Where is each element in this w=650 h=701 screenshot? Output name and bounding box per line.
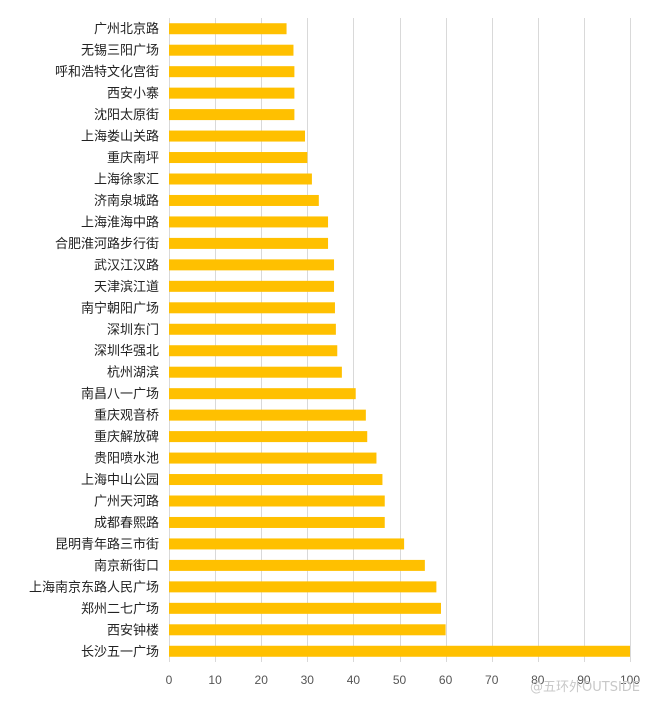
x-tick-label: 40 xyxy=(347,673,361,687)
bars xyxy=(169,23,630,657)
bar xyxy=(169,388,356,400)
bar xyxy=(169,302,335,314)
bar xyxy=(169,624,446,636)
category-label: 济南泉城路 xyxy=(94,193,159,209)
bar xyxy=(169,194,319,206)
category-label: 上海南京东路人民广场 xyxy=(29,579,159,595)
x-tick-label: 20 xyxy=(255,673,269,687)
category-label: 郑州二七广场 xyxy=(81,602,159,617)
bar xyxy=(169,173,312,185)
x-tick-labels: 0 10 20 30 40 50 60 70 80 90 100 xyxy=(166,673,641,687)
bar xyxy=(169,602,441,614)
bar xyxy=(169,87,295,99)
category-label: 深圳东门 xyxy=(107,323,159,338)
category-label: 合肥淮河路步行街 xyxy=(55,236,159,252)
category-label: 成都春熙路 xyxy=(94,515,159,531)
category-label: 长沙五一广场 xyxy=(81,645,159,660)
bar xyxy=(169,559,425,571)
gridlines xyxy=(169,18,631,662)
category-label: 重庆解放碑 xyxy=(94,429,159,445)
category-label: 广州天河路 xyxy=(94,494,159,510)
x-tick-label: 90 xyxy=(577,673,591,687)
bar xyxy=(169,645,630,657)
bar xyxy=(169,323,336,335)
category-label: 重庆南坪 xyxy=(107,150,159,166)
bar xyxy=(169,538,405,550)
x-tick-label: 10 xyxy=(208,673,222,687)
bar xyxy=(169,581,437,593)
bar xyxy=(169,280,335,292)
bar xyxy=(169,452,377,464)
category-label: 杭州湖滨 xyxy=(107,365,159,381)
category-label: 南昌八一广场 xyxy=(81,386,159,402)
bar xyxy=(169,44,294,56)
bar xyxy=(169,495,385,507)
bar xyxy=(169,259,335,271)
category-label: 无锡三阳广场 xyxy=(81,44,159,59)
category-label: 贵阳喷水池 xyxy=(94,452,159,467)
category-label: 上海徐家汇 xyxy=(94,172,159,188)
watermark: @五环外OUTSIDE xyxy=(530,680,640,695)
category-label: 南宁朝阳广场 xyxy=(81,300,159,316)
category-label: 呼和浩特文化宫街 xyxy=(55,65,159,80)
x-tick-label: 80 xyxy=(531,673,545,687)
category-label: 重庆观音桥 xyxy=(94,408,159,424)
category-label: 深圳华强北 xyxy=(94,344,159,359)
category-label: 上海淮海中路 xyxy=(81,214,159,230)
category-label: 上海娄山关路 xyxy=(81,129,159,145)
bar xyxy=(169,216,329,228)
bar xyxy=(169,152,308,164)
bar xyxy=(169,23,287,35)
bar xyxy=(169,237,329,249)
x-tick-label: 30 xyxy=(301,673,315,687)
x-tick-label: 70 xyxy=(485,673,499,687)
category-label: 南京新街口 xyxy=(94,558,159,574)
x-tick-label: 100 xyxy=(620,673,640,687)
category-label: 天津滨江道 xyxy=(94,279,159,295)
bar xyxy=(169,66,295,78)
x-tick-label: 60 xyxy=(439,673,453,687)
bar xyxy=(169,409,366,421)
bar xyxy=(169,474,383,486)
category-labels: 广州北京路无锡三阳广场呼和浩特文化宫街西安小寨沈阳太原街上海娄山关路重庆南坪上海… xyxy=(29,21,159,660)
category-label: 西安小寨 xyxy=(107,86,159,102)
bar xyxy=(169,345,338,357)
bar xyxy=(169,431,368,443)
x-tick-label: 50 xyxy=(393,673,407,687)
category-label: 上海中山公园 xyxy=(81,473,159,488)
category-label: 武汉江汉路 xyxy=(94,257,159,273)
category-label: 沈阳太原街 xyxy=(94,108,159,123)
bar xyxy=(169,366,342,378)
x-tick-label: 0 xyxy=(166,673,173,687)
category-label: 广州北京路 xyxy=(94,21,159,37)
bar xyxy=(169,109,295,121)
category-label: 西安钟楼 xyxy=(107,622,159,638)
category-label: 昆明青年路三市街 xyxy=(55,536,159,552)
bar xyxy=(169,516,385,528)
bar xyxy=(169,130,305,142)
